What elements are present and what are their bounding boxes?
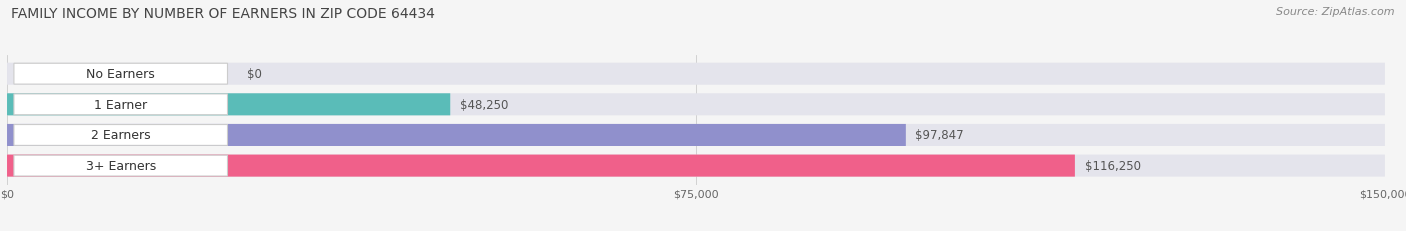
- FancyBboxPatch shape: [7, 94, 450, 116]
- FancyBboxPatch shape: [7, 63, 1385, 85]
- FancyBboxPatch shape: [14, 94, 228, 115]
- FancyBboxPatch shape: [14, 155, 228, 176]
- FancyBboxPatch shape: [7, 94, 1385, 116]
- FancyBboxPatch shape: [7, 155, 1074, 177]
- Text: Source: ZipAtlas.com: Source: ZipAtlas.com: [1277, 7, 1395, 17]
- FancyBboxPatch shape: [7, 124, 905, 146]
- FancyBboxPatch shape: [14, 64, 228, 85]
- Text: $116,250: $116,250: [1084, 159, 1140, 172]
- Text: $48,250: $48,250: [460, 98, 508, 111]
- FancyBboxPatch shape: [14, 125, 228, 146]
- Text: FAMILY INCOME BY NUMBER OF EARNERS IN ZIP CODE 64434: FAMILY INCOME BY NUMBER OF EARNERS IN ZI…: [11, 7, 434, 21]
- FancyBboxPatch shape: [7, 124, 1385, 146]
- Text: 3+ Earners: 3+ Earners: [86, 159, 156, 172]
- Text: $0: $0: [247, 68, 262, 81]
- Text: 2 Earners: 2 Earners: [91, 129, 150, 142]
- Text: 1 Earner: 1 Earner: [94, 98, 148, 111]
- Text: No Earners: No Earners: [86, 68, 155, 81]
- FancyBboxPatch shape: [7, 155, 1385, 177]
- Text: $97,847: $97,847: [915, 129, 965, 142]
